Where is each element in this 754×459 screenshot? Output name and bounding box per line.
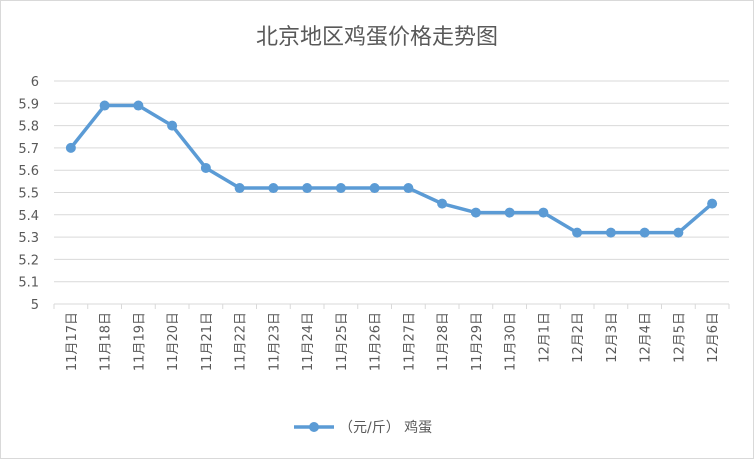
data-point (200, 162, 211, 173)
y-tick-label: 5.2 (18, 253, 39, 268)
data-point (504, 207, 515, 218)
x-tick-label: 11月20日 (166, 312, 181, 371)
x-tick-label: 11月28日 (436, 312, 451, 371)
x-tick-label: 12月3日 (605, 312, 620, 363)
y-axis-ticks: 6 5.9 5.8 5.7 5.6 5.5 5.4 5.3 5.2 5.1 5 (18, 75, 39, 313)
data-point (369, 183, 380, 194)
y-tick-label: 5.5 (18, 187, 39, 202)
x-axis-ticks: 11月17日 11月18日 11月19日 11月20日 11月21日 11月22日 11月2… (53, 304, 730, 371)
x-tick-label: 11月29日 (470, 312, 485, 371)
x-tick-label: 11月22日 (234, 312, 249, 371)
data-point (538, 207, 549, 218)
data-point (335, 183, 346, 194)
y-tick-label: 5.9 (18, 97, 39, 112)
x-tick-label: 11月26日 (369, 312, 384, 371)
x-tick-label: 11月27日 (402, 312, 417, 371)
chart-title: 北京地区鸡蛋价格走势图 (256, 25, 498, 50)
data-point (268, 183, 279, 194)
x-tick-label: 11月17日 (65, 312, 80, 371)
data-point (605, 227, 616, 238)
data-point (470, 207, 481, 218)
y-tick-label: 5.6 (18, 164, 39, 179)
data-point (99, 100, 110, 111)
y-tick-label: 5.8 (18, 120, 39, 135)
data-point (437, 198, 448, 209)
x-tick-label: 12月4日 (639, 312, 654, 363)
x-tick-label: 11月18日 (99, 312, 114, 371)
x-tick-label: 12月1日 (537, 312, 552, 363)
x-tick-label: 12月5日 (672, 312, 687, 363)
data-point (673, 227, 684, 238)
x-tick-label: 11月19日 (132, 312, 147, 371)
series-egg-price (65, 100, 718, 238)
x-tick-label: 12月2日 (571, 312, 586, 363)
x-tick-label: 11月25日 (335, 312, 350, 371)
y-tick-label: 5.4 (18, 209, 39, 224)
y-tick-label: 5.7 (18, 142, 39, 157)
x-tick-label: 11月23日 (267, 312, 282, 371)
legend-label: （元/斤） 鸡蛋 (339, 419, 432, 436)
gridlines (54, 80, 729, 305)
data-point (639, 227, 650, 238)
data-point (707, 198, 718, 209)
x-tick-label: 11月21日 (200, 312, 215, 371)
data-point (65, 142, 76, 153)
y-tick-label: 6 (31, 75, 39, 90)
data-point (302, 183, 313, 194)
x-tick-label: 11月24日 (301, 312, 316, 371)
data-point (234, 183, 245, 194)
data-point (403, 183, 414, 194)
legend-marker (309, 422, 319, 432)
y-tick-label: 5.1 (18, 276, 39, 291)
series-line (69, 103, 714, 235)
y-tick-label: 5.3 (18, 231, 39, 246)
x-tick-label: 11月30日 (504, 312, 519, 371)
legend: （元/斤） 鸡蛋 (294, 419, 432, 436)
y-tick-label: 5 (31, 298, 39, 313)
x-tick-label: 12月6日 (706, 312, 721, 363)
data-point (167, 120, 178, 131)
data-point (572, 227, 583, 238)
data-point (133, 100, 144, 111)
